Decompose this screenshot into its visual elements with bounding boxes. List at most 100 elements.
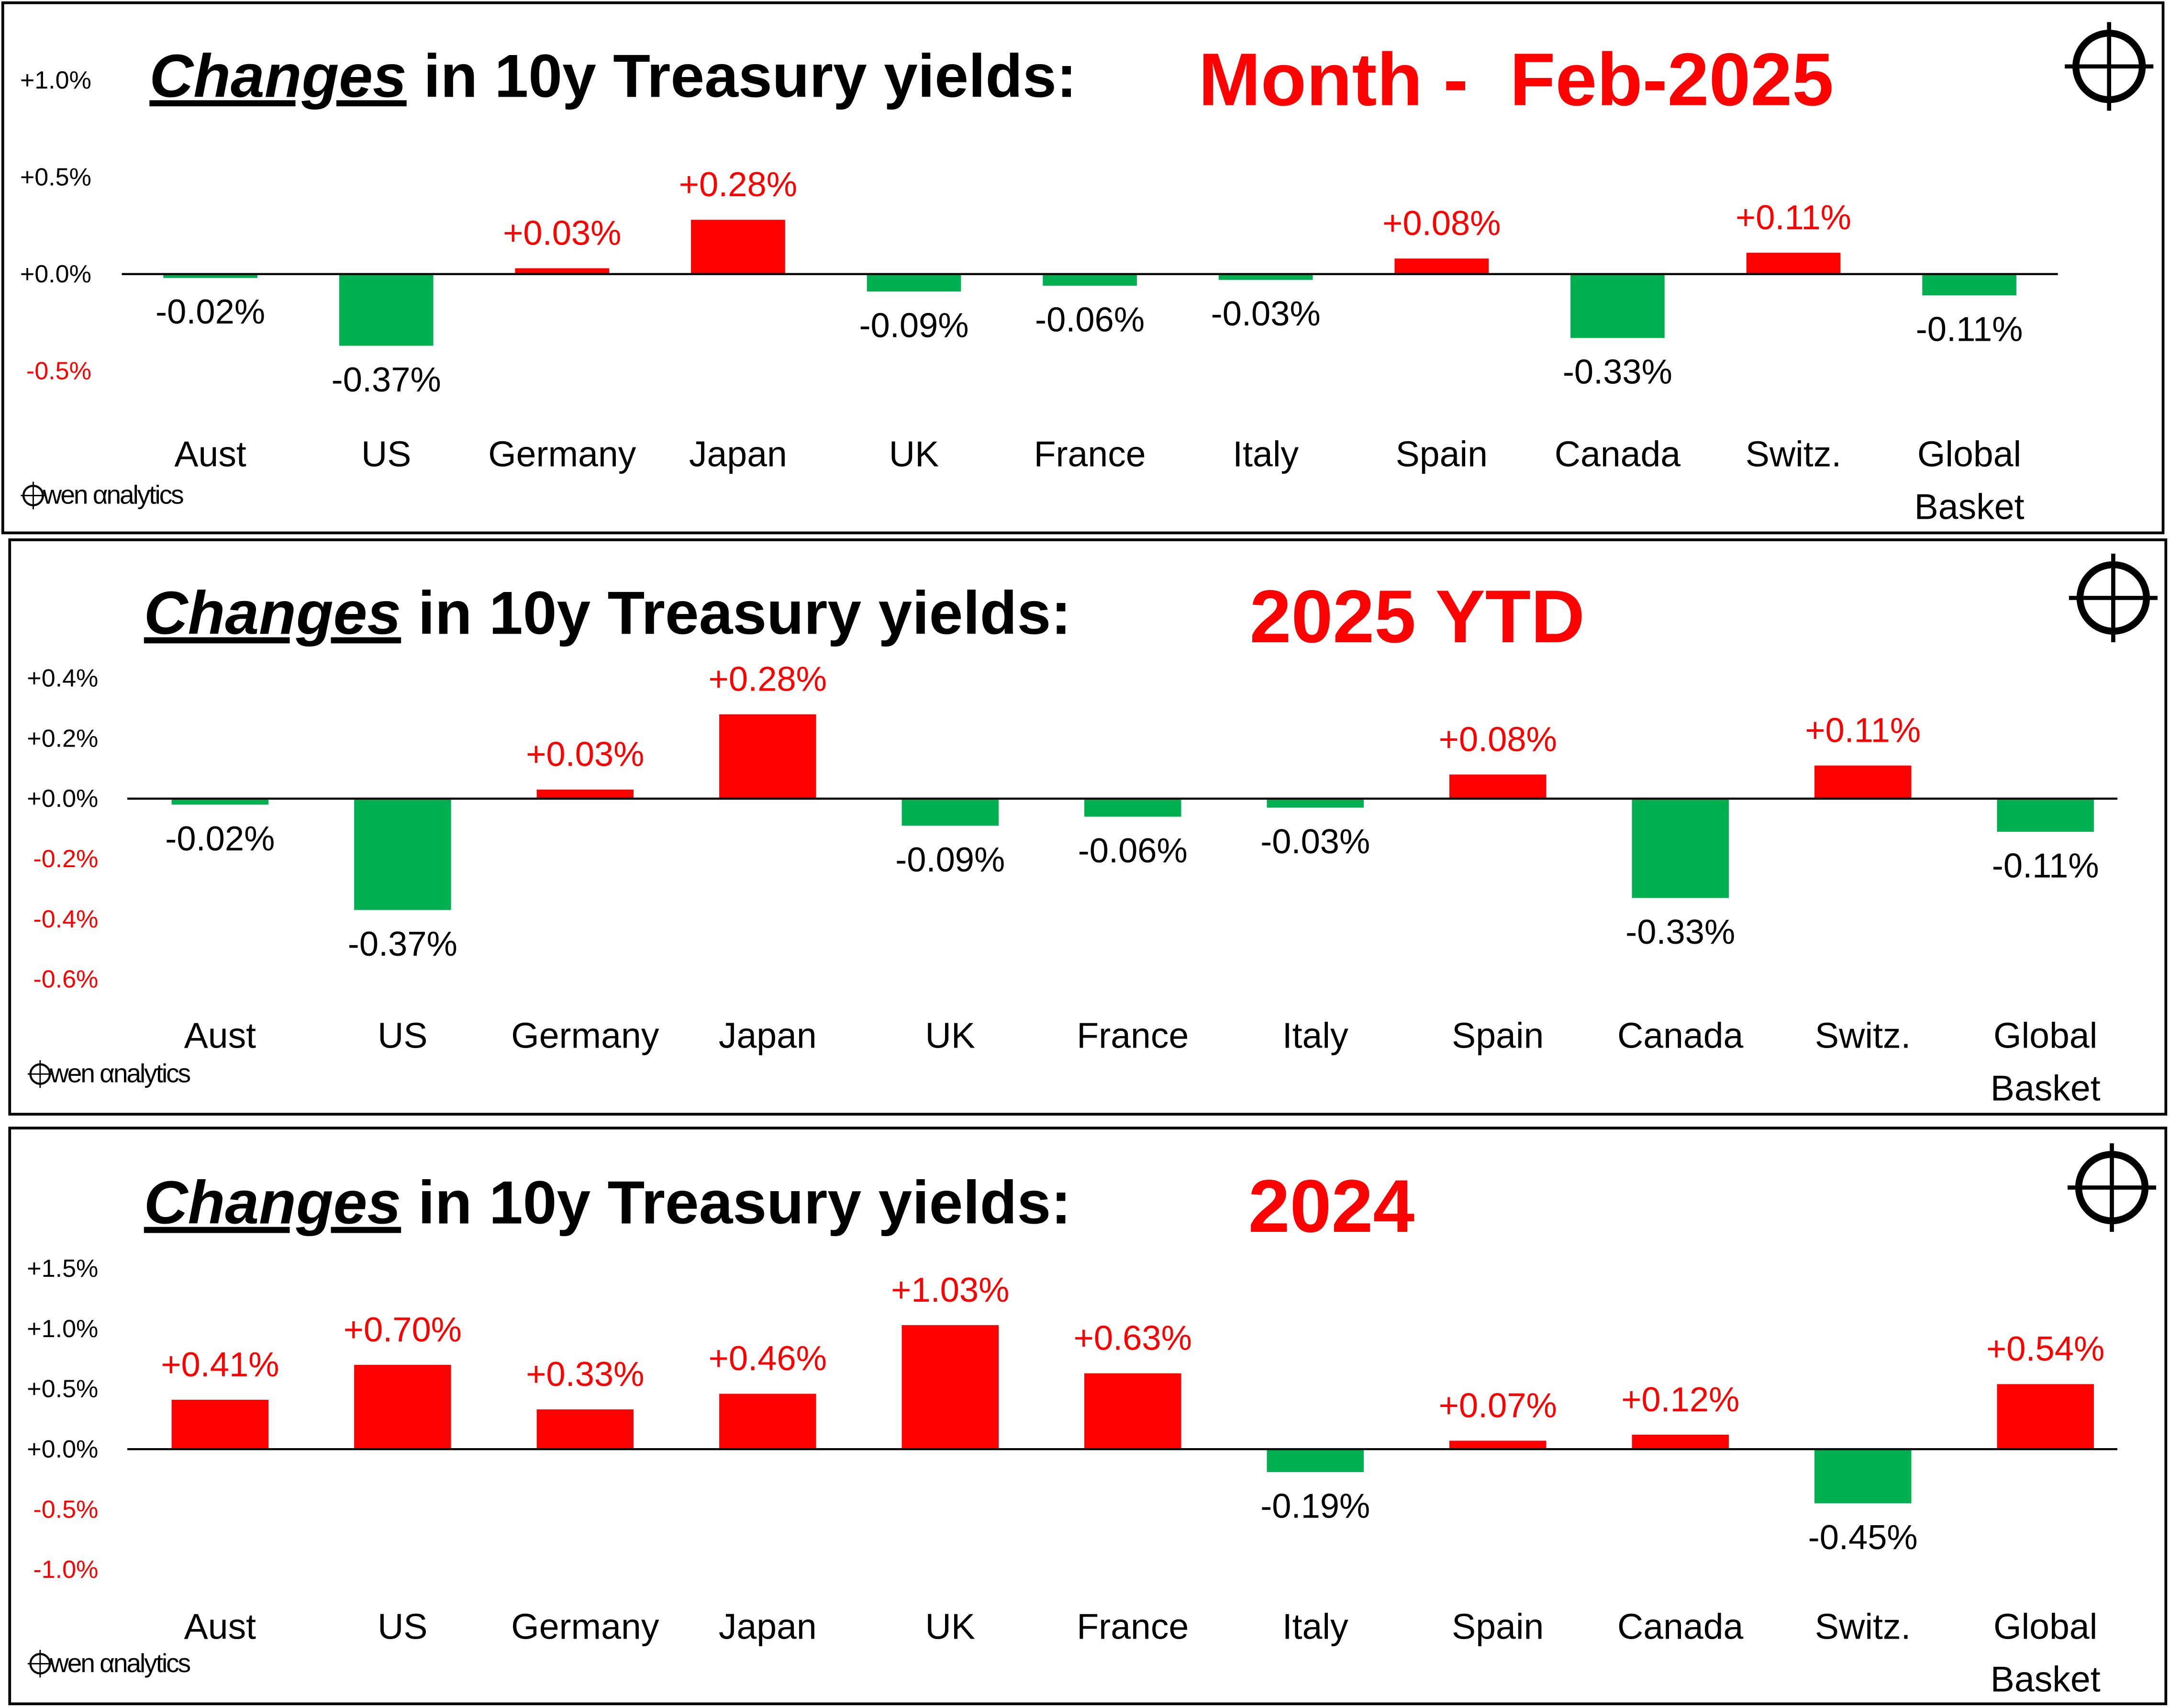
title-rest: in 10y Treasury yields: bbox=[407, 42, 1077, 110]
data-label: -0.11% bbox=[1916, 311, 2023, 349]
category-label: US bbox=[361, 434, 411, 474]
data-label: -0.11% bbox=[1992, 847, 2099, 885]
category-label: France bbox=[1034, 434, 1146, 474]
bar-italy bbox=[1218, 274, 1313, 280]
data-label: +0.12% bbox=[1621, 1381, 1739, 1419]
chart-subtitle: 2025 YTD bbox=[1250, 575, 1585, 659]
category-label: Japan bbox=[719, 1606, 817, 1646]
title-rest: in 10y Treasury yields: bbox=[401, 579, 1071, 647]
category-label: Japan bbox=[719, 1015, 817, 1055]
logo-text: wen αnalytics bbox=[43, 480, 184, 510]
data-label: -0.09% bbox=[895, 841, 1005, 879]
category-line: Basket bbox=[1991, 1068, 2101, 1108]
category-label: Global Basket bbox=[1991, 1606, 2101, 1699]
category-label: France bbox=[1077, 1606, 1189, 1646]
y-tick-label: +0.0% bbox=[20, 260, 91, 288]
data-label: -0.06% bbox=[1035, 301, 1145, 339]
bar-aust bbox=[163, 274, 257, 278]
bar-canada bbox=[1632, 798, 1729, 898]
y-tick-label: -0.4% bbox=[33, 905, 98, 933]
data-label: +0.46% bbox=[709, 1340, 827, 1378]
category-label: Italy bbox=[1282, 1015, 1348, 1055]
category-label: Germany bbox=[511, 1015, 659, 1055]
y-tick-label: +0.5% bbox=[20, 164, 91, 191]
bar-france bbox=[1084, 798, 1181, 817]
category-line: Basket bbox=[1991, 1659, 2101, 1699]
bar-japan bbox=[691, 220, 785, 274]
chart-title: Changes in 10y Treasury yields: bbox=[149, 42, 1077, 110]
bar-us bbox=[354, 1364, 451, 1450]
bar-uk bbox=[901, 1325, 999, 1450]
bar-aust bbox=[171, 1399, 269, 1450]
chart-subtitle: 2024 bbox=[1248, 1165, 1415, 1248]
category-label: Spain bbox=[1452, 1606, 1544, 1646]
data-label: -0.03% bbox=[1260, 823, 1370, 861]
owen-analytics-logo: wen αnalytics bbox=[21, 480, 184, 510]
category-label: UK bbox=[925, 1015, 975, 1055]
data-label: +0.08% bbox=[1439, 720, 1557, 759]
logo-text: wen αnalytics bbox=[49, 1648, 191, 1678]
bar-italy bbox=[1267, 798, 1364, 808]
data-label: +0.28% bbox=[679, 166, 797, 204]
data-label: +0.11% bbox=[1805, 711, 1921, 749]
title-emphasis: Changes bbox=[149, 42, 406, 110]
bar-japan bbox=[719, 1394, 816, 1450]
y-tick-label: +0.0% bbox=[27, 785, 98, 813]
crosshair-icon bbox=[2065, 22, 2154, 111]
chart-panel-1: Changes in 10y Treasury yields: Month - F… bbox=[1, 1, 2165, 535]
data-label: -0.02% bbox=[156, 293, 265, 331]
data-label: +0.28% bbox=[709, 660, 827, 698]
y-tick-label: -1.0% bbox=[33, 1556, 98, 1584]
bar-france bbox=[1043, 274, 1137, 286]
category-label: Germany bbox=[511, 1606, 659, 1646]
chart-subtitle: Month - Feb-2025 bbox=[1199, 38, 1834, 122]
y-tick-label: +0.4% bbox=[27, 665, 98, 692]
category-label: Italy bbox=[1233, 434, 1299, 474]
chart-title: Changes in 10y Treasury yields: bbox=[144, 579, 1071, 647]
category-line: Basket bbox=[1914, 487, 2025, 527]
category-label: Japan bbox=[689, 434, 787, 474]
data-label: -0.09% bbox=[859, 307, 968, 345]
bar-uk bbox=[901, 798, 999, 826]
data-label: +0.03% bbox=[503, 214, 621, 252]
category-label: UK bbox=[889, 434, 939, 474]
y-tick-label: -0.6% bbox=[33, 966, 98, 994]
data-label: -0.37% bbox=[332, 361, 441, 399]
y-tick-label: +1.0% bbox=[20, 67, 91, 94]
bar-global-basket bbox=[1997, 1384, 2094, 1450]
bar-italy bbox=[1267, 1449, 1364, 1472]
y-tick-label: +1.0% bbox=[27, 1315, 98, 1343]
category-label: Canada bbox=[1617, 1015, 1744, 1055]
bar-switz- bbox=[1746, 253, 1841, 274]
data-label: +0.07% bbox=[1439, 1386, 1557, 1425]
category-line: Global bbox=[1917, 434, 2021, 474]
y-tick-label: +1.5% bbox=[27, 1255, 98, 1283]
category-label: Aust bbox=[174, 434, 246, 474]
y-tick-label: +0.0% bbox=[27, 1435, 98, 1463]
bar-spain bbox=[1394, 258, 1489, 274]
data-label: +0.33% bbox=[526, 1355, 644, 1394]
title-emphasis: Changes bbox=[144, 1169, 401, 1237]
bar-canada bbox=[1632, 1434, 1729, 1450]
data-label: -0.02% bbox=[165, 820, 275, 858]
category-label: Aust bbox=[184, 1015, 256, 1055]
bar-canada bbox=[1570, 274, 1665, 338]
category-label: Switz. bbox=[1746, 434, 1842, 474]
data-label: +0.54% bbox=[1986, 1330, 2104, 1368]
title-rest: in 10y Treasury yields: bbox=[401, 1169, 1071, 1237]
chart-panel-3: Changes in 10y Treasury yields: 2024 +1.5%… bbox=[8, 1127, 2168, 1706]
category-label: UK bbox=[925, 1606, 975, 1646]
y-tick-label: +0.2% bbox=[27, 725, 98, 752]
bar-spain bbox=[1449, 774, 1547, 799]
bar-switz- bbox=[1814, 765, 1912, 799]
category-label: France bbox=[1077, 1015, 1189, 1055]
category-label: Italy bbox=[1282, 1606, 1348, 1646]
bar-japan bbox=[719, 714, 816, 799]
data-label: +0.08% bbox=[1382, 204, 1501, 243]
category-label: Spain bbox=[1452, 1015, 1544, 1055]
data-label: +0.03% bbox=[526, 736, 644, 774]
category-label: US bbox=[378, 1606, 427, 1646]
bar-switz- bbox=[1814, 1449, 1912, 1504]
